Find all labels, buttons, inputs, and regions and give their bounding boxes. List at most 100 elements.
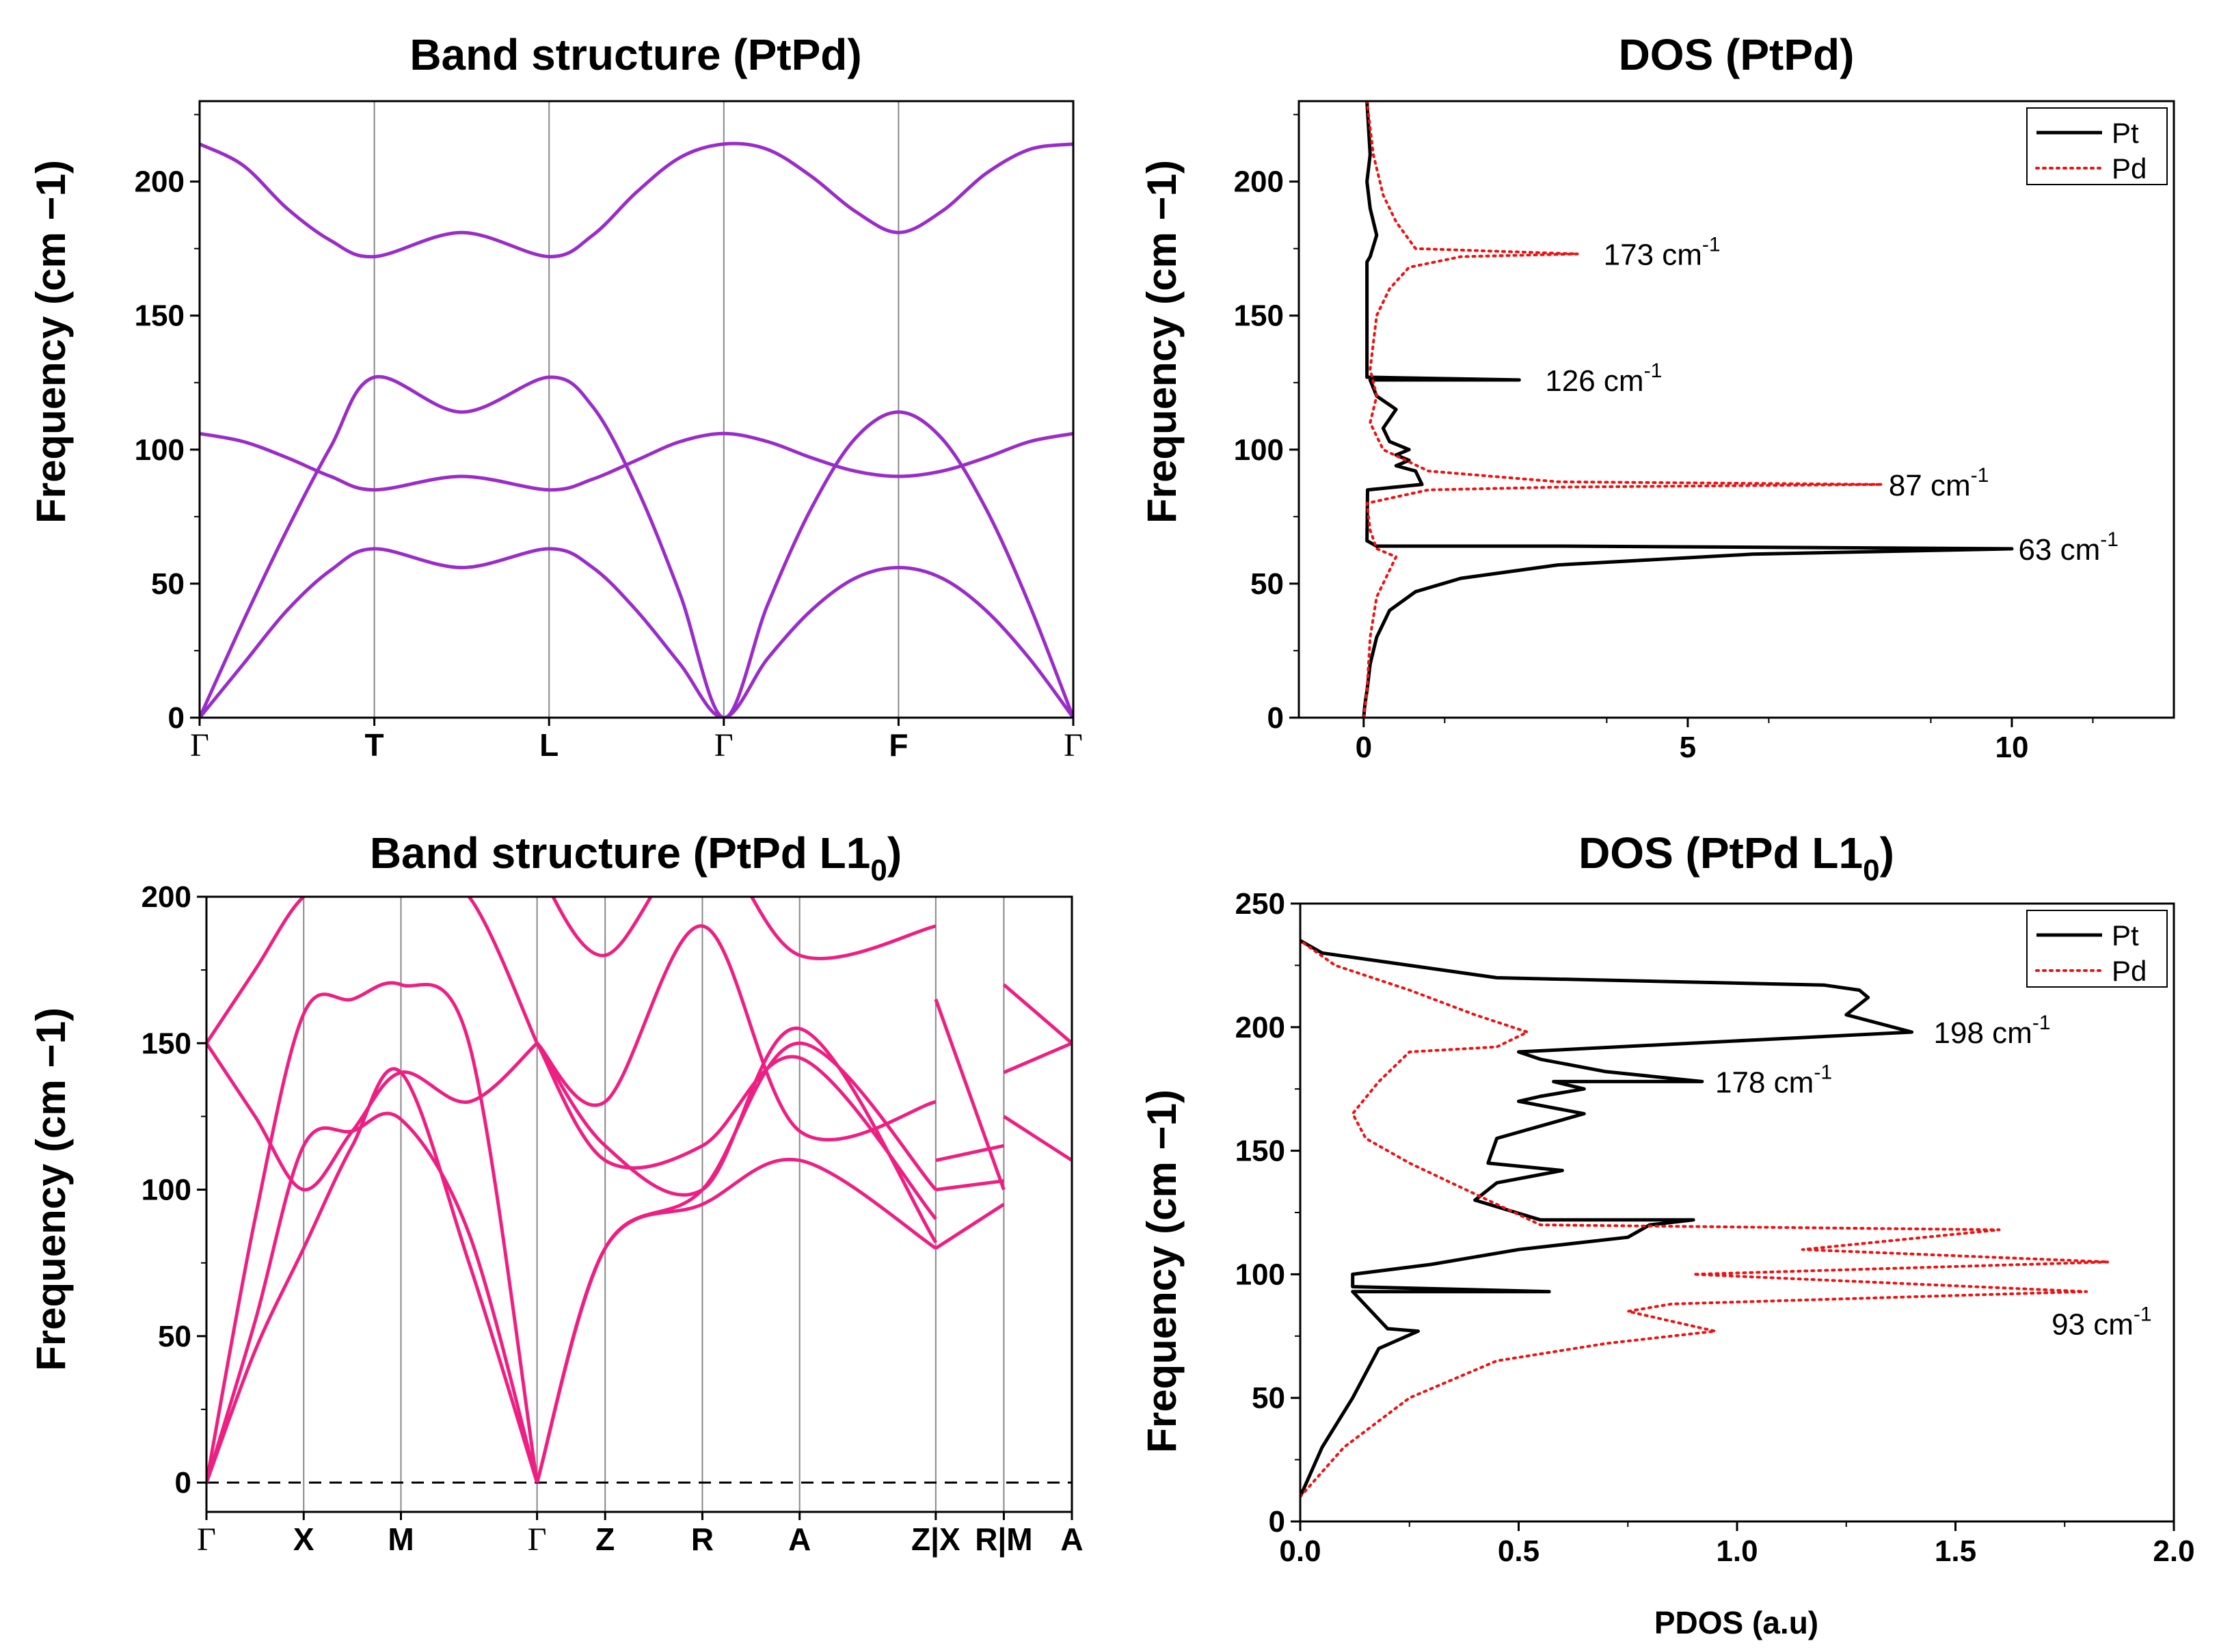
k-point-label: Γ [528,1521,547,1558]
x-tick-label: 1.0 [1716,1534,1758,1568]
y-tick-label: 150 [135,299,185,333]
k-point-label: A [788,1521,811,1557]
y-tick-label: 0 [1267,701,1284,735]
annotation-superscript: -1 [2134,1303,2152,1326]
peak-annotation: 93 cm-1 [2052,1303,2152,1342]
y-tick-label: 100 [135,433,185,467]
y-tick-label: 0 [175,1466,191,1500]
peak-annotation: 87 cm-1 [1889,464,1989,502]
phonon-band-15 [935,1143,1004,1163]
y-tick-label: 150 [1235,1135,1285,1168]
band-structure-ptpd-panel: Band structure (PtPd) Frequency (cm −1) … [28,30,1083,763]
chart-title: Band structure (PtPd) [409,30,861,79]
plot-frame [1299,902,2175,1523]
y-tick-label: 150 [142,1027,191,1060]
x-tick-label: 2.0 [2153,1534,2194,1568]
phonon-band-11 [551,897,937,960]
annotation-superscript: -1 [1814,1061,1832,1083]
k-point-label: T [365,727,384,763]
y-tick-label: 50 [158,1320,191,1353]
chart-title: DOS (PtPd L10) [1578,828,1894,887]
k-point-label: A [1060,1521,1083,1557]
band-lines [200,141,1073,718]
annotation-superscript: -1 [1644,360,1663,382]
dos-line-pt [1362,101,2014,718]
phonon-band-4 [200,547,1073,718]
phonon-band-13 [935,1179,1004,1192]
x-tick-label: 0.0 [1279,1534,1321,1568]
y-tick-label: 250 [1235,887,1285,921]
dos-ptpd-panel: DOS (PtPd) Frequency (cm −1) 05010015020… [1139,30,2175,764]
k-point-label: Z [595,1521,615,1557]
phonon-band-2 [200,375,1073,718]
chart-title: DOS (PtPd) [1619,30,1855,79]
title-main: Band structure (PtPd L1 [370,828,871,878]
y-tick-label: 150 [1234,299,1284,333]
peak-annotation: 178 cm-1 [1715,1061,1832,1099]
band-structure-ptpd-l10-panel: Band structure (PtPd L10) Frequency (cm … [28,828,1084,1558]
y-tick-label: 200 [142,880,191,914]
y-axis-label: Frequency (cm −1) [28,160,74,524]
phonon-band-3 [206,981,539,1483]
k-point-label: Γ [714,727,734,763]
k-point-label: L [539,727,559,763]
annotation-superscript: -1 [1702,234,1721,256]
title-end: ) [1880,828,1894,878]
dos-line-pt [1300,939,1914,1498]
x-axis-label: PDOS (a.u) [1654,1605,1818,1640]
x-tick-label: 10 [1995,731,2028,764]
phonon-band-10 [535,924,937,1141]
k-point-label: F [889,727,908,763]
band-lines [206,897,1072,1483]
dos-lines [1362,101,2014,718]
annotation-superscript: -1 [2032,1012,2051,1034]
y-tick-label: 0 [168,701,185,735]
phonon-band-6 [535,1157,937,1483]
plot-frame [198,100,1075,719]
title-subscript: 0 [1863,854,1879,887]
title-main: DOS (PtPd L1 [1578,828,1863,878]
phonon-band-1 [200,141,1073,259]
annotation-text: 93 cm [2052,1308,2134,1342]
x-tick-label: 0.5 [1498,1534,1539,1568]
y-tick-label: 100 [1234,433,1284,467]
peak-annotation: 173 cm-1 [1604,234,1721,272]
phonon-band-4 [206,1042,539,1192]
phonon-band-18 [1003,1115,1072,1162]
y-tick-label: 100 [142,1174,191,1207]
phonon-band-8 [535,1027,938,1244]
plot-frame [1297,100,2175,719]
title-subscript: 0 [870,854,887,887]
dos-line-pd [1300,939,2110,1498]
phonon-band-1 [206,1067,539,1483]
phonon-band-14 [934,999,1006,1191]
k-point-label: Γ [190,727,209,763]
k-point-label: M [388,1521,414,1557]
legend-box [2026,910,2168,988]
y-axis-label: Frequency (cm −1) [1139,1089,1185,1453]
legend-label-pt: Pt [2112,919,2139,951]
dos-line-pd [1362,101,1884,718]
phonon-band-17 [1002,983,1072,1045]
phonon-band-5 [206,897,539,1044]
legend-box [2026,107,2168,185]
peak-annotation: 198 cm-1 [1934,1012,2051,1050]
phonon-band-3 [200,431,1073,492]
y-tick-label: 50 [1250,567,1284,601]
annotation-text: 198 cm [1934,1016,2032,1050]
phonon-band-12 [934,1202,1005,1250]
y-tick-label: 0 [1269,1505,1285,1539]
legend-label-pt: Pt [2112,117,2139,149]
dos-ptpd-l10-panel: DOS (PtPd L10) Frequency (cm −1) PDOS (a… [1139,828,2195,1640]
annotation-text: 126 cm [1545,364,1643,398]
annotation-text: 63 cm [2018,533,2100,567]
y-tick-label: 200 [1235,1011,1285,1044]
plot-frame [205,895,1073,1513]
k-point-label: Γ [197,1521,216,1558]
annotation-superscript: -1 [2100,528,2119,551]
y-tick-label: 50 [1252,1381,1285,1415]
annotation-text: 173 cm [1604,239,1702,272]
x-tick-label: 0 [1356,731,1372,764]
title-end: ) [887,828,902,878]
